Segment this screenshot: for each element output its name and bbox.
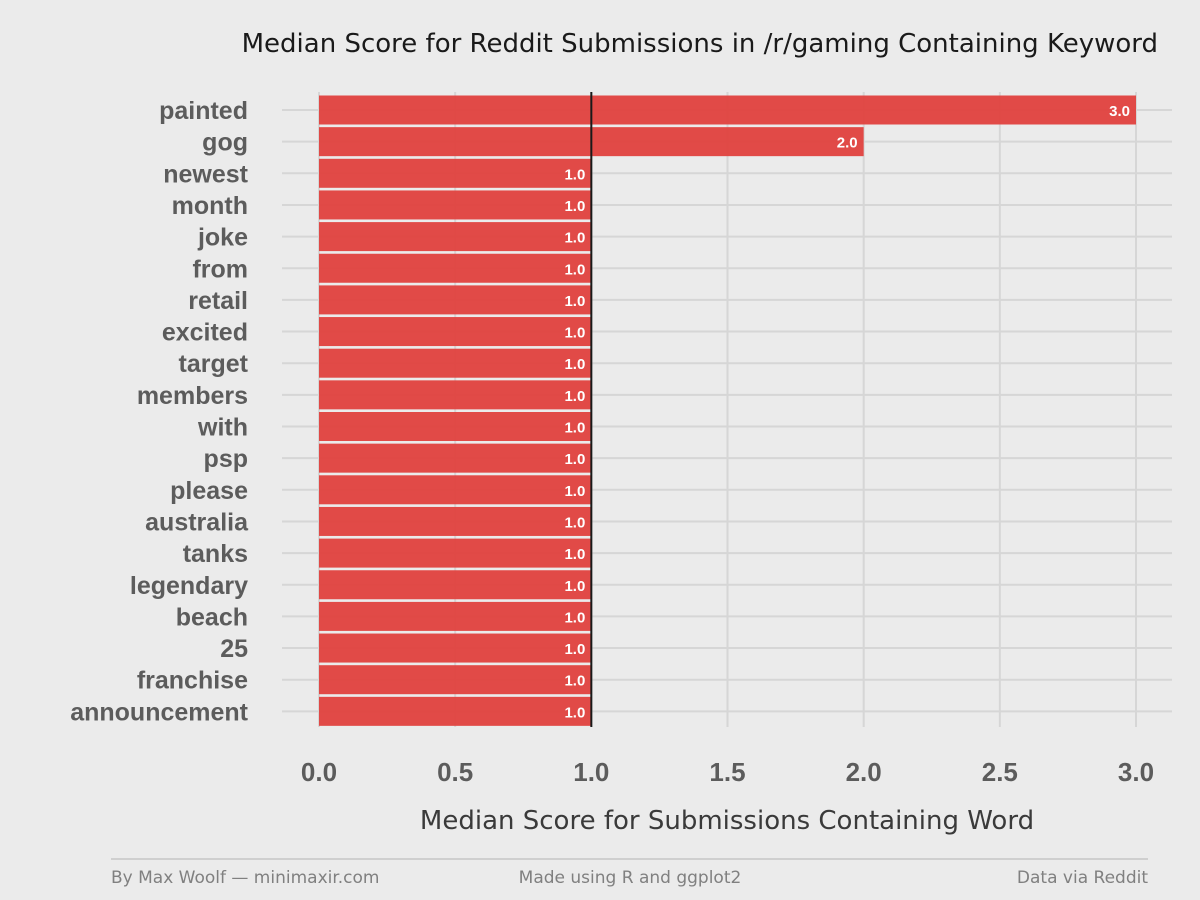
bar [319, 506, 592, 536]
bar [319, 538, 592, 568]
bar [319, 285, 592, 315]
category-label: with [197, 414, 248, 442]
category-label: retail [188, 287, 248, 315]
bar-value-label: 1.0 [564, 514, 585, 531]
bar [319, 412, 592, 441]
category-label: from [192, 255, 248, 283]
bar-value-label: 1.0 [564, 388, 585, 405]
bar [319, 380, 592, 410]
category-label: franchise [137, 667, 248, 695]
footer-tools: Made using R and ggplot2 [519, 868, 742, 888]
bar [319, 570, 592, 600]
footer-credit: By Max Woolf — minimaxir.com [111, 868, 380, 888]
bar-value-label: 1.0 [564, 673, 585, 690]
bar-value-label: 2.0 [837, 135, 858, 152]
x-tick-label: 1.0 [573, 757, 609, 787]
x-tick-label: 0.0 [301, 757, 337, 787]
footer-source: Data via Reddit [1017, 868, 1148, 888]
category-label: legendary [130, 572, 248, 600]
bar-value-label: 1.0 [564, 261, 585, 278]
category-label: newest [163, 160, 248, 188]
bar [319, 222, 592, 252]
x-tick-label: 0.5 [437, 757, 473, 787]
bar-value-label: 1.0 [564, 293, 585, 310]
category-label: 25 [220, 635, 248, 663]
bar-value-label: 1.0 [564, 325, 585, 342]
category-label: tanks [183, 540, 248, 568]
category-label: gog [202, 129, 248, 157]
bar [319, 158, 592, 188]
bar [319, 665, 592, 695]
chart-title: Median Score for Reddit Submissions in /… [242, 29, 1158, 59]
x-tick-label: 2.5 [982, 757, 1018, 787]
x-axis-label: Median Score for Submissions Containing … [420, 806, 1034, 836]
x-tick-label: 3.0 [1118, 757, 1154, 787]
bar [319, 95, 1136, 125]
bar-layer [319, 95, 1136, 726]
category-label: joke [197, 224, 248, 252]
bar [319, 475, 592, 505]
category-label: australia [145, 508, 249, 536]
bar-value-label: 1.0 [564, 578, 585, 595]
bar-value-label: 1.0 [564, 609, 585, 626]
category-label: announcement [70, 698, 248, 726]
bar [319, 601, 592, 631]
bar-value-label: 1.0 [564, 356, 585, 373]
category-label: beach [176, 603, 248, 631]
x-tick-label: 2.0 [846, 757, 882, 787]
bar [319, 190, 592, 220]
bar-value-label: 1.0 [564, 198, 585, 215]
category-label: month [172, 192, 248, 220]
category-label: target [179, 350, 249, 378]
bar-value-label: 1.0 [564, 451, 585, 468]
bar [319, 253, 592, 283]
bar [319, 633, 592, 663]
bar-value-label: 1.0 [564, 483, 585, 500]
bar-value-label: 1.0 [564, 704, 585, 721]
bar [319, 317, 592, 347]
label-layer: painted 3.0 gog 2.0 newest 1.0 month 1.0 joke 1.0… [70, 97, 1154, 787]
bar-value-label: 3.0 [1109, 103, 1130, 120]
category-label: members [137, 382, 248, 410]
bar [319, 348, 592, 378]
category-label: please [170, 477, 248, 505]
x-tick-label: 1.5 [709, 757, 745, 787]
category-label: painted [159, 97, 248, 125]
bar-value-label: 1.0 [564, 641, 585, 658]
bar [319, 696, 592, 726]
bar-value-label: 1.0 [564, 166, 585, 183]
bar-value-label: 1.0 [564, 546, 585, 563]
bar-value-label: 1.0 [564, 230, 585, 247]
category-label: excited [162, 319, 248, 347]
bar-value-label: 1.0 [564, 420, 585, 437]
bar [319, 443, 592, 473]
category-label: psp [204, 445, 248, 473]
